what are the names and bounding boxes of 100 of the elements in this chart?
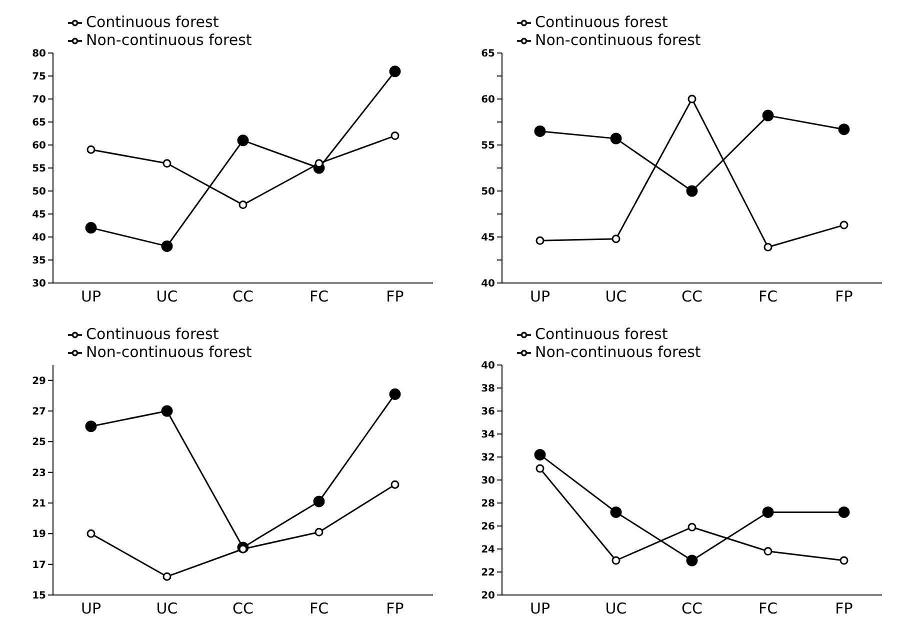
point: [536, 236, 544, 245]
y-tick-label: 32: [481, 452, 496, 464]
y-tick-label: 65: [32, 118, 46, 129]
y-tick-label: 40: [481, 278, 496, 290]
point: [838, 506, 850, 518]
point: [612, 556, 620, 565]
point: [762, 110, 774, 122]
y-tick-label: 60: [32, 140, 46, 152]
y-tick-label: 29: [32, 376, 46, 387]
y-tick-label: 55: [32, 164, 46, 175]
x-tick-label: UP: [80, 288, 102, 306]
legend-label: Non-continuous forest: [86, 343, 252, 361]
point: [389, 388, 401, 400]
point: [162, 159, 172, 168]
y-tick-label: 24: [481, 544, 496, 556]
point: [534, 125, 546, 137]
legend-label: Continuous forest: [535, 13, 668, 31]
point: [162, 572, 172, 581]
y-tick-label: 22: [481, 568, 496, 579]
y-tick-label: 30: [481, 476, 496, 487]
point: [86, 529, 96, 538]
y-tick-label: 15: [32, 590, 46, 602]
y-tick-label: 60: [481, 94, 496, 106]
point: [390, 480, 400, 489]
y-tick-label: 23: [32, 468, 46, 479]
point: [161, 240, 173, 252]
y-tick-label: 26: [481, 522, 496, 533]
y-tick-label: 21: [32, 498, 46, 510]
x-tick-label: FC: [309, 600, 329, 618]
x-tick-label: CC: [232, 288, 254, 306]
y-tick-label: 36: [481, 406, 496, 418]
point: [314, 528, 324, 536]
legend-label: Non-continuous forest: [535, 343, 701, 361]
point: [840, 220, 848, 230]
legend-label: Non-continuous forest: [535, 31, 701, 49]
y-tick-label: 55: [481, 140, 496, 152]
x-tick-label: UP: [530, 600, 550, 618]
point: [838, 124, 850, 136]
y-tick-label: 40: [32, 232, 46, 244]
point: [686, 554, 698, 566]
point: [688, 522, 696, 532]
x-tick-label: UP: [530, 288, 550, 306]
y-tick-label: 19: [32, 529, 46, 540]
y-tick-label: 70: [32, 94, 46, 106]
point: [85, 222, 97, 234]
point: [688, 94, 696, 104]
point: [85, 420, 97, 432]
x-tick-label: FC: [309, 288, 329, 306]
x-tick-label: FP: [835, 288, 853, 306]
y-tick-label: 45: [32, 210, 46, 221]
y-tick-label: 27: [32, 406, 46, 418]
point: [238, 200, 248, 210]
x-tick-label: UP: [80, 600, 102, 618]
x-tick-label: CC: [232, 600, 254, 618]
point: [237, 134, 249, 146]
y-tick-label: 40: [481, 360, 496, 372]
x-tick-label: UC: [156, 288, 178, 306]
point: [764, 547, 772, 556]
point: [390, 132, 400, 140]
y-tick-label: 17: [32, 560, 46, 571]
legend-label: Non-continuous forest: [86, 31, 252, 49]
y-tick-label: 80: [32, 48, 46, 60]
y-tick-label: 30: [32, 278, 46, 290]
x-tick-label: CC: [682, 288, 702, 306]
point: [536, 464, 544, 473]
point: [764, 242, 772, 252]
y-tick-label: 75: [32, 72, 46, 83]
x-tick-label: FP: [835, 600, 853, 618]
x-tick-label: FP: [386, 600, 404, 618]
x-tick-label: FP: [386, 288, 404, 306]
point: [86, 145, 96, 154]
point: [762, 506, 774, 518]
point: [610, 506, 622, 518]
y-tick-label: 34: [481, 430, 496, 441]
point: [686, 185, 698, 197]
y-tick-label: 50: [32, 186, 46, 198]
legend-label: Continuous forest: [86, 13, 219, 31]
point: [840, 556, 848, 565]
legend-label: Continuous forest: [535, 325, 668, 343]
point: [612, 234, 620, 244]
y-tick-label: 65: [481, 48, 496, 60]
x-tick-label: CC: [682, 600, 702, 618]
y-tick-label: 45: [481, 232, 496, 244]
y-tick-label: 35: [32, 256, 46, 267]
y-tick-label: 28: [481, 498, 496, 510]
x-tick-label: UC: [605, 288, 627, 306]
x-tick-label: FC: [758, 600, 778, 618]
point: [313, 496, 325, 508]
y-tick-label: 38: [481, 384, 496, 395]
x-tick-label: FC: [758, 288, 778, 306]
point: [389, 66, 401, 78]
legend-label: Continuous forest: [86, 325, 219, 343]
y-tick-label: 20: [481, 590, 496, 602]
y-tick-label: 25: [32, 437, 46, 448]
point: [610, 132, 622, 144]
y-tick-label: 50: [481, 186, 496, 198]
x-tick-label: UC: [605, 600, 627, 618]
point: [534, 448, 546, 460]
point: [161, 405, 173, 417]
x-tick-label: UC: [156, 600, 178, 618]
